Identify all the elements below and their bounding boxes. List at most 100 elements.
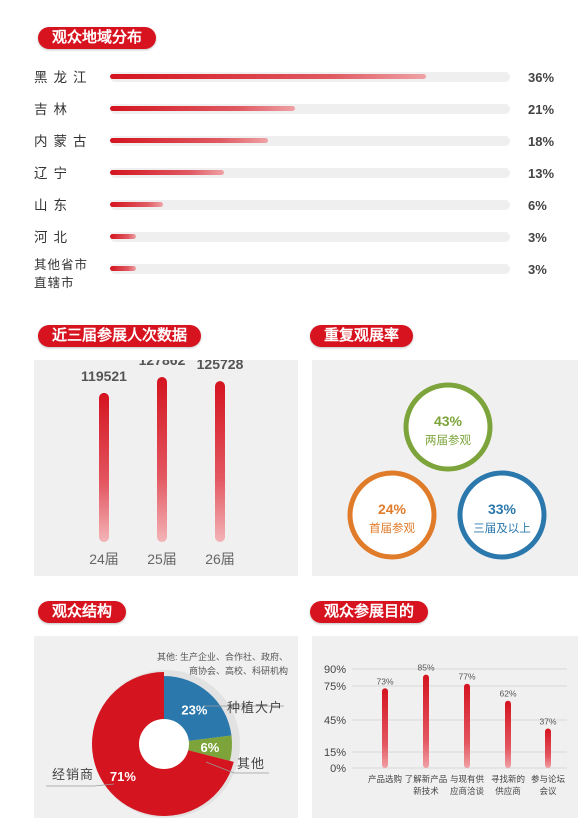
purpose-category: 会议 [539,786,557,796]
region-bar [110,170,225,175]
purpose-value: 77% [458,672,475,682]
purpose-category: 新技术 [413,786,439,796]
repeat-rate-panel: 43% 两届参观 24% 首届参观 33% 三届及以上 [312,360,578,576]
purpose-bar [545,728,551,768]
purpose-category: 寻找新的 [491,774,525,784]
y-tick-label: 75% [324,681,346,693]
attendance-bar [215,381,225,542]
purpose-value: 62% [499,689,516,699]
region-track [110,136,510,146]
y-tick-label: 15% [324,747,346,759]
attendance-title: 近三届参展人次数据 [38,325,202,347]
region-track [110,200,510,210]
ring [347,470,437,560]
region-pct: 3% [528,262,547,277]
purpose-panel: 90% 75% 45% 15% 0% 73% 产品选购 85% 了解新产品 新技术 77% 与现有供应… [312,636,578,818]
y-tick-label: 45% [324,715,346,727]
region-pct: 6% [528,198,547,213]
pie-value: 6% [201,740,220,755]
region-pct: 18% [528,134,555,149]
region-label: 内蒙古 [34,134,93,149]
region-bar [110,74,427,79]
region-bar [110,138,269,143]
region-row: 辽宁 13% [0,166,580,196]
region-track [110,72,510,82]
region-track [110,264,510,274]
pie-value: 23% [181,702,207,717]
ring-label: 三届及以上 [473,522,531,535]
pie-label: 其他 [237,756,265,771]
region-bar [110,202,163,207]
structure-panel: 23% 6% 71% 种植大户 其他 经销商 其他: 生产企业、合作社、政府、 商协会、高校、… [34,636,298,818]
ring-inner [460,473,544,557]
ring-label: 首届参观 [369,521,415,535]
purpose-bar [423,674,429,768]
purpose-value: 85% [417,663,434,673]
region-row: 其他省市 直辖市 3% [0,258,580,292]
ring-inner [406,385,490,469]
ring [403,382,493,472]
y-tick-label: 90% [324,664,346,676]
purpose-bar [382,688,388,768]
attendance-bar [99,392,109,542]
region-pct: 3% [528,230,547,245]
attendance-category: 24届 [89,551,119,567]
region-label: 山东 [34,198,73,213]
attendance-bar [157,377,167,542]
purpose-bar [505,700,511,768]
attendance-category: 25届 [147,551,177,567]
purpose-category: 参与论坛 [531,774,566,784]
region-row: 黑龙江 36% [0,70,580,100]
pie-hole [139,719,189,769]
region-row: 河北 3% [0,230,580,260]
ring-value: 43% [434,413,463,429]
region-label: 河北 [34,230,73,245]
attendance-value: 119521 [81,368,127,384]
region-track [110,232,510,242]
y-tick-label: 0% [330,763,346,775]
region-track [110,104,510,114]
attendance-category: 26届 [205,551,235,567]
attendance-panel: 119521 24届 127862 25届 125728 26届 [34,352,298,576]
region-pct: 13% [528,166,555,181]
region-row: 吉林 21% [0,102,580,132]
purpose-title: 观众参展目的 [310,601,429,623]
region-title: 观众地域分布 [38,27,157,49]
region-label: 其他省市 直辖市 [34,258,89,290]
note-text: 商协会、高校、科研机构 [189,665,288,676]
purpose-bar [464,683,470,768]
ring-value: 24% [378,501,407,517]
region-label: 辽宁 [34,166,73,181]
pie-label: 经销商 [52,767,94,782]
region-bar [110,106,295,111]
pie-slice [164,735,233,761]
leader-line [46,783,115,787]
region-row: 内蒙古 18% [0,134,580,164]
region-label: 黑龙江 [34,70,93,85]
region-bar [110,266,137,271]
region-label: 吉林 [34,102,73,117]
ring-label: 两届参观 [425,433,471,447]
ring-value: 33% [488,501,517,517]
attendance-value: 125728 [197,360,244,372]
region-track [110,168,510,178]
purpose-category: 应商洽谈 [450,786,485,796]
leader-line [205,761,269,774]
region-pct: 21% [528,102,555,117]
region-row: 山东 6% [0,198,580,228]
pie-label: 种植大户 [227,700,283,715]
attendance-value: 127862 [139,360,186,368]
purpose-category: 与现有供 [450,774,485,784]
region-bar [110,234,137,239]
ring [457,470,547,560]
purpose-category: 产品选购 [368,774,402,784]
repeat-rate-chart: 43% 两届参观 24% 首届参观 33% 三届及以上 [347,382,547,560]
region-pct: 36% [528,70,555,85]
purpose-category: 供应商 [495,786,521,796]
ring-inner [350,473,434,557]
purpose-value: 37% [539,717,556,727]
attendance-chart: 119521 24届 127862 25届 125728 26届 [81,352,244,567]
structure-title: 观众结构 [38,601,127,623]
pie-value: 71% [110,769,136,784]
